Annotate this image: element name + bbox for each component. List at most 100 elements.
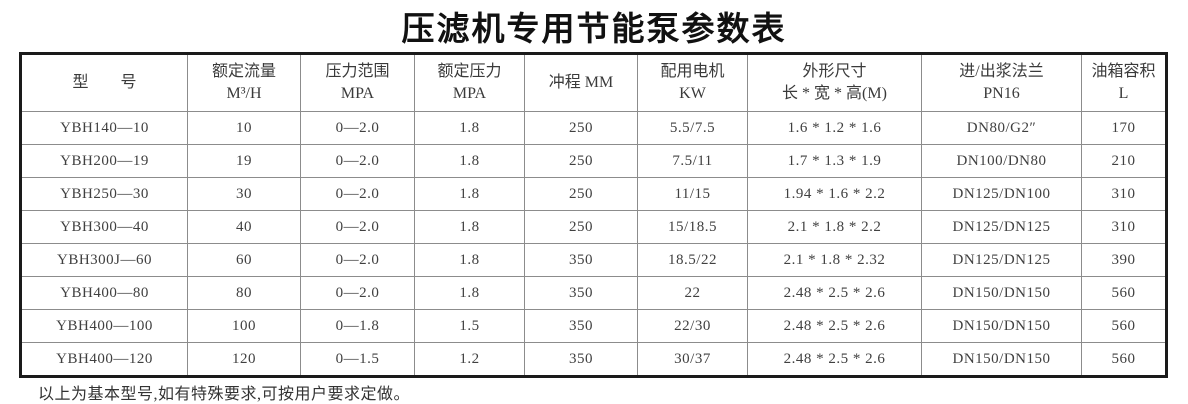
table-cell: 19 [187,144,301,178]
table-cell: YBH300J—60 [20,243,188,277]
table-cell: DN150/DN150 [921,342,1082,377]
table-cell: 15/18.5 [637,210,748,244]
table-cell: 0—2.0 [300,111,415,145]
table-cell: 7.5/11 [637,144,748,178]
table-cell: 560 [1081,276,1167,310]
table-cell: 11/15 [637,177,748,211]
table-cell: 0—2.0 [300,276,415,310]
table-cell: 60 [187,243,301,277]
table-cell: 350 [524,276,638,310]
table-cell: DN125/DN125 [921,243,1082,277]
table-cell: YBH140—10 [20,111,188,145]
table-cell: 30 [187,177,301,211]
table-cell: 390 [1081,243,1167,277]
column-header: 额定压力 MPA [414,53,525,112]
table-cell: 1.94 * 1.6 * 2.2 [747,177,922,211]
table-cell: 22/30 [637,309,748,343]
column-header-line: 额定流量 [211,62,276,80]
column-header-line: 外形尺寸 [802,62,867,80]
table-cell: 10 [187,111,301,145]
column-header-line: MPA [452,85,487,102]
table-cell: 0—2.0 [300,210,415,244]
table-cell: 250 [524,111,638,145]
column-header: 额定流量 M³/H [187,53,301,112]
table-cell: YBH200—19 [20,144,188,178]
table-body: YBH140—10 10 0—2.0 1.8 250 5.5/7.5 1.6 * 1.2 *… [20,111,1167,377]
table-cell: 2.1 * 1.8 * 2.32 [747,243,922,277]
column-header: 外形尺寸长 * 宽 * 高(M) [747,53,922,112]
table-cell: YBH400—80 [20,276,188,310]
table-cell: 1.8 [414,210,525,244]
table-cell: 350 [524,309,638,343]
column-header-line: 油箱容积 [1091,62,1156,80]
column-header-line: M³/H [226,85,262,102]
table-cell: 2.48 * 2.5 * 2.6 [747,309,922,343]
table-cell: DN125/DN100 [921,177,1082,211]
column-header-line: 配用电机 [660,62,725,80]
table-cell: 18.5/22 [637,243,748,277]
table-cell: 1.8 [414,177,525,211]
table-row: YBH200—19 19 0—2.0 1.8 250 7.5/11 1.7 * 1.3 * … [20,144,1167,178]
table-cell: DN80/G2″ [921,111,1082,145]
table-cell: 210 [1081,144,1167,178]
table-cell: 40 [187,210,301,244]
table-cell: 0—1.8 [300,309,415,343]
footer-note: 以上为基本型号,如有特殊要求,可按用户要求定做。 [38,386,411,403]
table-row: YBH400—80 80 0—2.0 1.8 350 22 2.48 * 2.5 * 2.6… [20,276,1167,310]
table-cell: 2.48 * 2.5 * 2.6 [747,276,922,310]
table-cell: 250 [524,210,638,244]
table-cell: 250 [524,144,638,178]
table-cell: DN125/DN125 [921,210,1082,244]
table-cell: 100 [187,309,301,343]
table-cell: 0—2.0 [300,243,415,277]
table-cell: DN100/DN80 [921,144,1082,178]
column-header-line: 进/出浆法兰 [959,62,1044,80]
table-cell: 1.8 [414,276,525,310]
table-cell: 120 [187,342,301,377]
table-cell: 2.1 * 1.8 * 2.2 [747,210,922,244]
table-cell: 5.5/7.5 [637,111,748,145]
column-header-line: KW [679,85,706,102]
table-cell: YBH300—40 [20,210,188,244]
table-cell: 310 [1081,177,1167,211]
table-row: YBH300—40 40 0—2.0 1.8 250 15/18.5 2.1 * 1.8 *… [20,210,1167,244]
column-header-line: MPA [340,85,375,102]
column-header-line: L [1118,85,1129,102]
table-cell: YBH250—30 [20,177,188,211]
table-cell: 170 [1081,111,1167,145]
table-cell: YBH400—100 [20,309,188,343]
column-header-line: 型 号 [72,73,137,91]
column-header: 配用电机 KW [637,53,748,112]
column-header: 进/出浆法兰 PN16 [921,53,1082,112]
table-cell: 1.7 * 1.3 * 1.9 [747,144,922,178]
column-header-line: 长 * 宽 * 高(M) [782,85,887,102]
header-row: 型 号 额定流量 M³/H 压力范围 MPA 额定压力 MPA 冲程 MM 配用电机 KW 外形尺寸… [20,53,1167,112]
column-header-line: PN16 [983,85,1020,102]
table-cell: 0—1.5 [300,342,415,377]
table-cell: 1.8 [414,243,525,277]
column-header: 油箱容积 L [1081,53,1167,112]
column-header: 型 号 [20,53,188,112]
table-cell: YBH400—120 [20,342,188,377]
table-cell: 560 [1081,309,1167,343]
table-cell: 1.2 [414,342,525,377]
table-cell: 2.48 * 2.5 * 2.6 [747,342,922,377]
column-header-line: 压力范围 [325,62,390,80]
table-row: YBH140—10 10 0—2.0 1.8 250 5.5/7.5 1.6 * 1.2 *… [20,111,1167,145]
table-row: YBH300J—60 60 0—2.0 1.8 350 18.5/22 2.1 * 1.8 … [20,243,1167,277]
table-cell: 1.8 [414,111,525,145]
parameters-table: 型 号 额定流量 M³/H 压力范围 MPA 额定压力 MPA 冲程 MM 配用电机 KW 外形尺寸… [19,52,1168,378]
table-cell: 0—2.0 [300,177,415,211]
table-cell: 1.6 * 1.2 * 1.6 [747,111,922,145]
table-container: 型 号 额定流量 M³/H 压力范围 MPA 额定压力 MPA 冲程 MM 配用电机 KW 外形尺寸… [19,52,1168,378]
table-cell: 30/37 [637,342,748,377]
table-cell: 0—2.0 [300,144,415,178]
page-title: 压滤机专用节能泵参数表 [401,10,787,47]
table-cell: DN150/DN150 [921,309,1082,343]
table-cell: 80 [187,276,301,310]
table-cell: 350 [524,342,638,377]
column-header: 冲程 MM [524,53,638,112]
table-cell: DN150/DN150 [921,276,1082,310]
table-cell: 560 [1081,342,1167,377]
